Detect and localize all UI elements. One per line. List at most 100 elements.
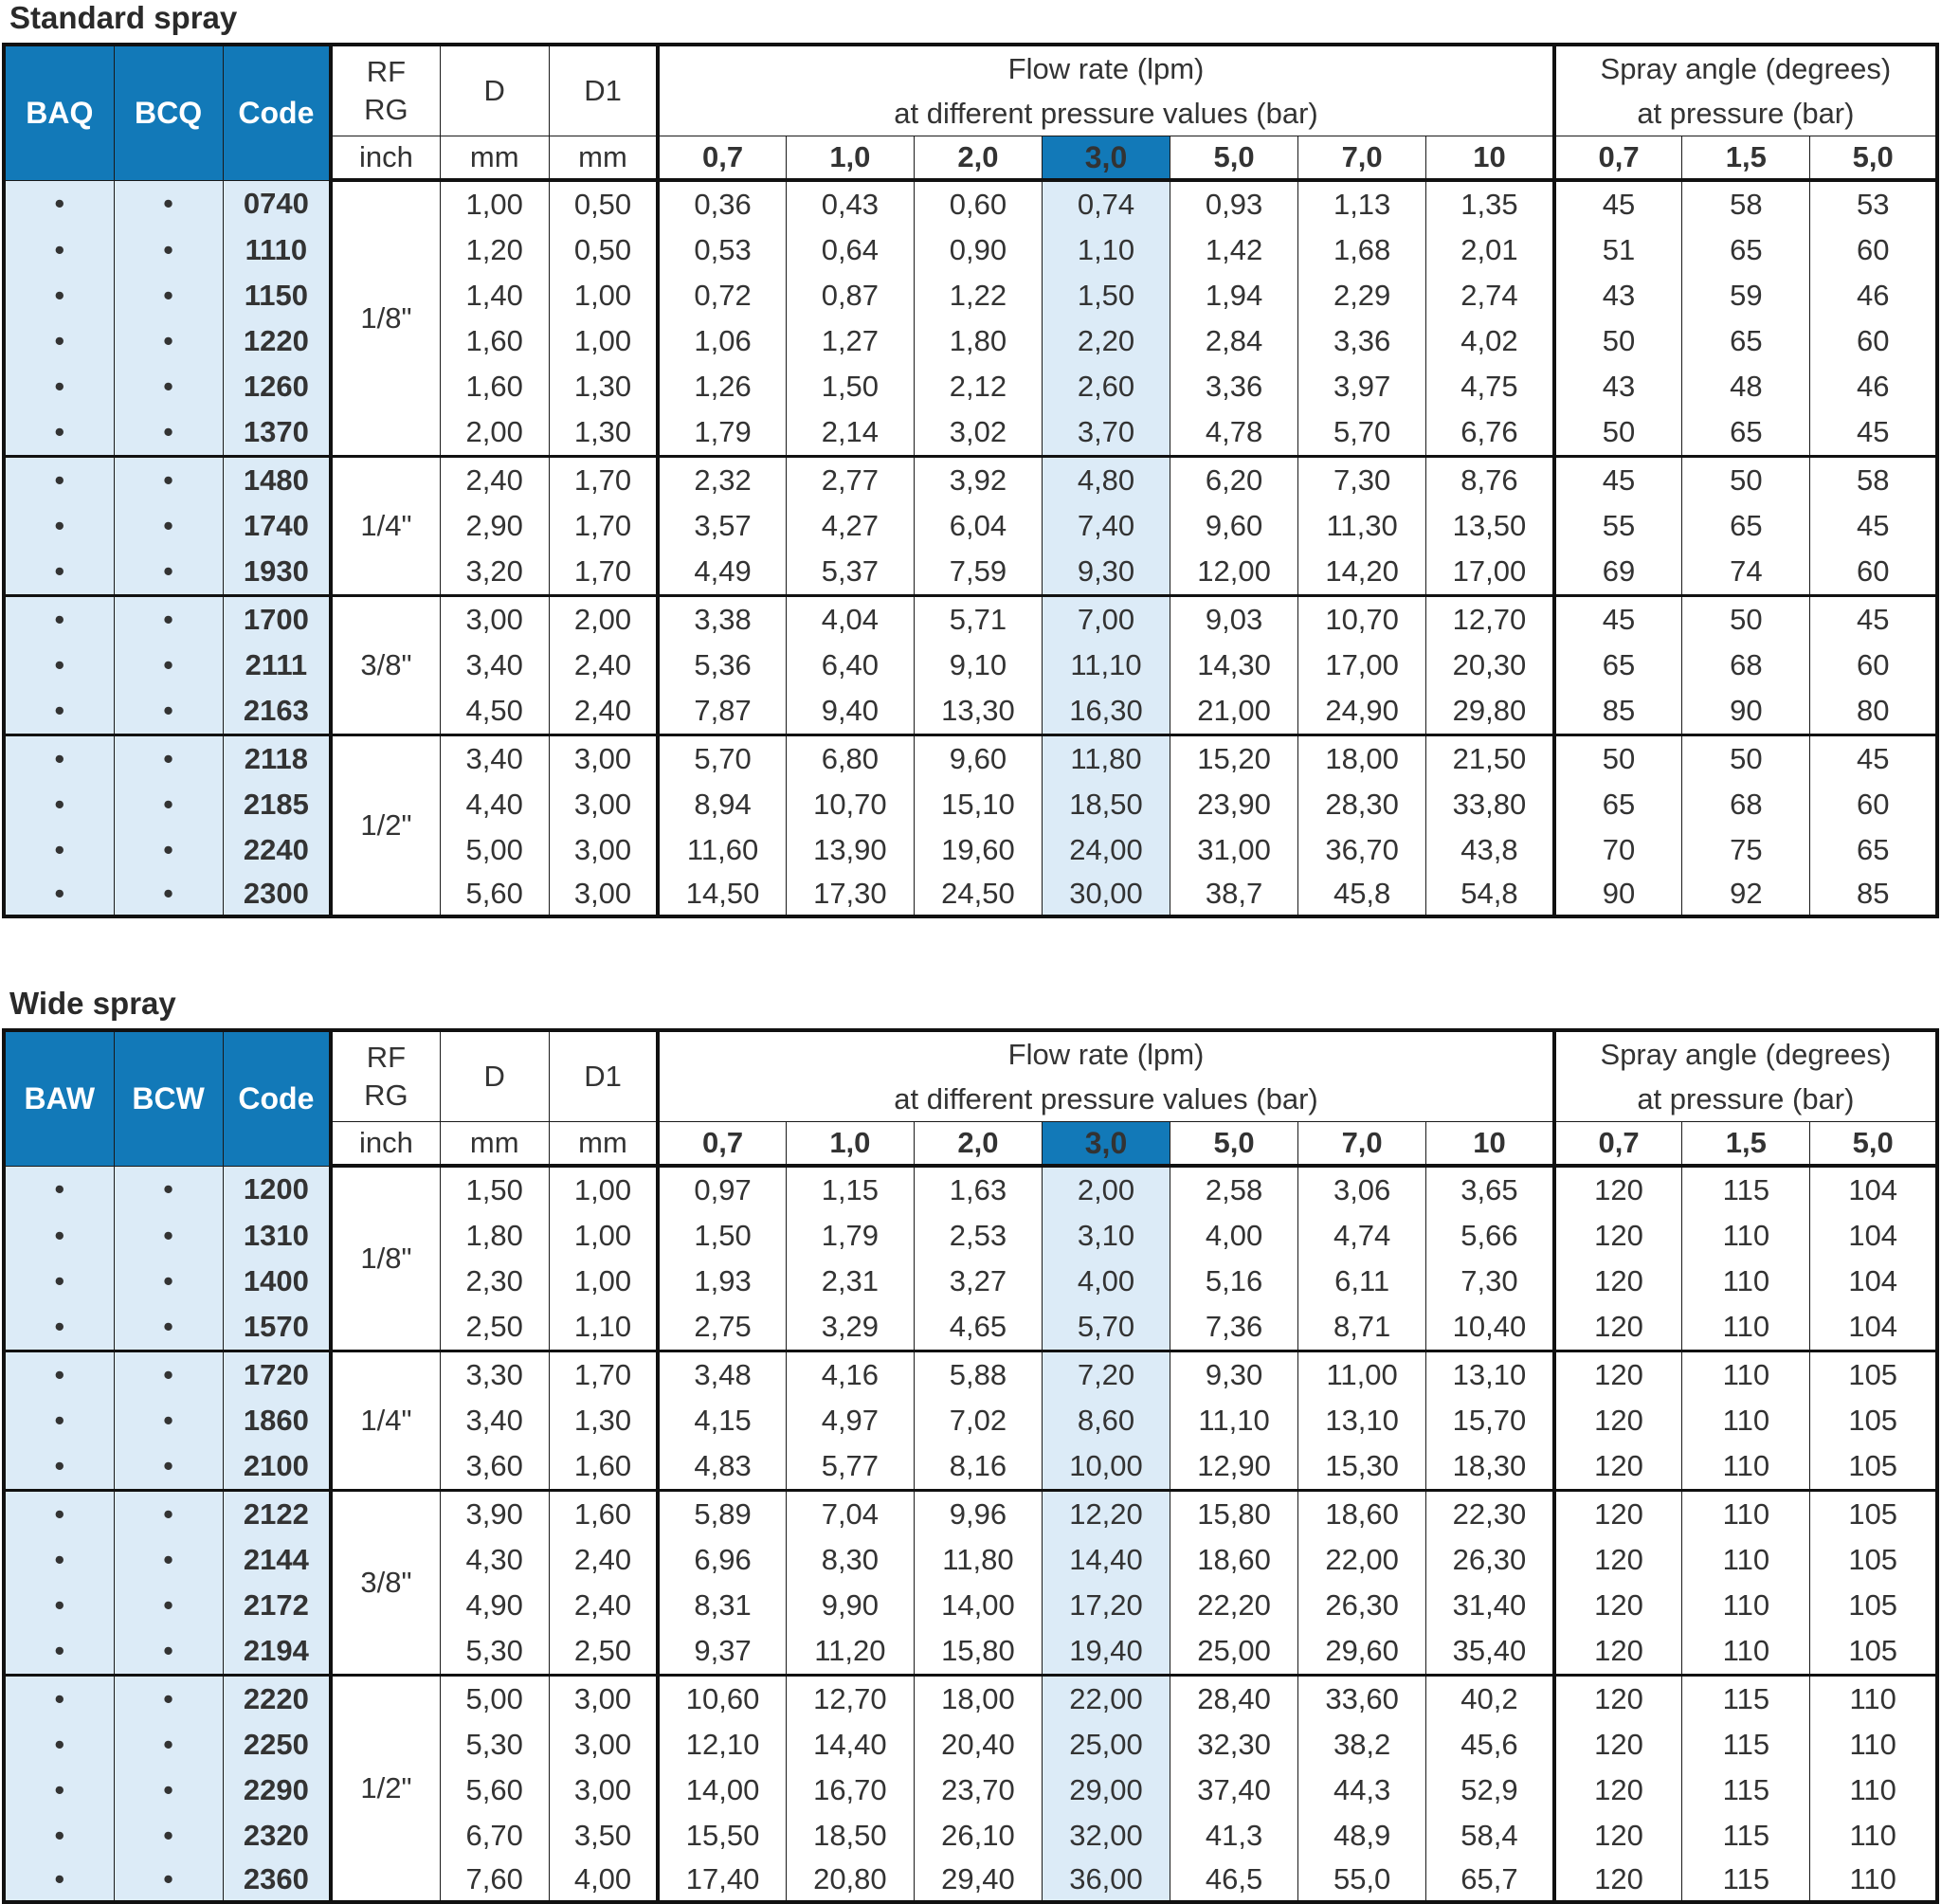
flow-cell: 2,29 bbox=[1297, 273, 1427, 318]
d-cell: 5,60 bbox=[439, 1768, 550, 1813]
angle-cell: 120 bbox=[1553, 1166, 1683, 1213]
code-cell: 2194 bbox=[222, 1628, 334, 1677]
flow-pressure-2: 2,0 bbox=[913, 136, 1043, 182]
angle-cell: 120 bbox=[1553, 1675, 1683, 1722]
flow-cell: 13,10 bbox=[1425, 1351, 1556, 1398]
flow-pressure-2: 2,0 bbox=[913, 1121, 1043, 1168]
flow-cell: 52,9 bbox=[1425, 1768, 1556, 1813]
flow-cell: 7,30 bbox=[1297, 456, 1427, 503]
angle-cell: 50 bbox=[1553, 318, 1683, 364]
table-row: • • 1720 1/4" 3,30 1,70 3,48 4,16 5,88 7,20 9,30 11… bbox=[1, 1351, 1940, 1492]
flow-cell: 20,30 bbox=[1425, 643, 1556, 688]
flow-cell: 22,30 bbox=[1425, 1490, 1556, 1537]
flow-cell: 10,40 bbox=[1425, 1304, 1556, 1352]
variant-b-dot: • bbox=[113, 1768, 224, 1813]
flow-cell: 10,70 bbox=[785, 782, 915, 827]
flow-cell: 28,30 bbox=[1297, 782, 1427, 827]
flow-cell: 11,20 bbox=[785, 1628, 915, 1677]
variant-b-dot: • bbox=[113, 1537, 224, 1583]
flow-cell: 12,90 bbox=[1170, 1443, 1299, 1492]
code-cell: 1720 bbox=[222, 1351, 334, 1398]
flow-cell-highlight: 16,30 bbox=[1041, 688, 1171, 736]
variant-a-dot: • bbox=[1, 734, 115, 782]
flow-cell-highlight: 32,00 bbox=[1041, 1813, 1171, 1859]
flow-cell-highlight: 7,20 bbox=[1041, 1351, 1171, 1398]
variant-a-dot: • bbox=[1, 503, 115, 549]
col-header-code: Code bbox=[222, 43, 334, 181]
flow-pressure-3-highlight: 3,0 bbox=[1041, 1121, 1171, 1168]
table-row: • • 2300 5,60 3,00 14,50 17,30 24,50 30,00 38,7 45… bbox=[1, 873, 1940, 918]
wide-spray-table: BAW BCW Code RF RG D D1 Flow rate (lpm) at… bbox=[1, 1028, 1940, 1904]
angle-cell: 90 bbox=[1553, 873, 1683, 918]
angle-cell: 85 bbox=[1553, 688, 1683, 736]
d-cell: 1,60 bbox=[439, 318, 550, 364]
flow-cell: 12,10 bbox=[657, 1722, 787, 1768]
flow-pressure-4: 5,0 bbox=[1170, 1121, 1299, 1168]
angle-cell: 53 bbox=[1809, 180, 1940, 227]
d1-cell: 3,00 bbox=[548, 1722, 661, 1768]
d-cell: 6,70 bbox=[439, 1813, 550, 1859]
variant-b-dot: • bbox=[113, 409, 224, 458]
d-cell: 1,00 bbox=[439, 180, 550, 227]
flow-cell: 0,53 bbox=[657, 227, 787, 273]
flow-cell: 5,70 bbox=[1297, 409, 1427, 458]
flow-cell: 3,06 bbox=[1297, 1166, 1427, 1213]
angle-cell: 110 bbox=[1681, 1304, 1811, 1352]
d1-cell: 3,00 bbox=[548, 1768, 661, 1813]
angle-cell: 120 bbox=[1553, 1398, 1683, 1443]
flow-cell: 15,10 bbox=[913, 782, 1043, 827]
flow-cell: 1,13 bbox=[1297, 180, 1427, 227]
flow-cell: 15,50 bbox=[657, 1813, 787, 1859]
variant-a-dot: • bbox=[1, 1675, 115, 1722]
angle-cell: 80 bbox=[1809, 688, 1940, 736]
flow-cell: 0,36 bbox=[657, 180, 787, 227]
d1-cell: 3,00 bbox=[548, 827, 661, 873]
variant-b-dot: • bbox=[113, 1166, 224, 1213]
variant-b-dot: • bbox=[113, 1583, 224, 1628]
table-row: • • 2172 4,90 2,40 8,31 9,90 14,00 17,20 22,20 26,… bbox=[1, 1583, 1940, 1628]
thread-size-cell: 1/2" bbox=[330, 734, 441, 918]
variant-a-dot: • bbox=[1, 643, 115, 688]
flow-cell: 23,90 bbox=[1170, 782, 1299, 827]
angle-cell: 110 bbox=[1809, 1859, 1940, 1904]
angle-cell: 65 bbox=[1553, 782, 1683, 827]
thread-size-cell: 1/2" bbox=[330, 1675, 441, 1904]
table-row: • • 2220 1/2" 5,00 3,00 10,60 12,70 18,00 22,00 28… bbox=[1, 1675, 1940, 1904]
variant-b-dot: • bbox=[113, 1259, 224, 1304]
flow-cell: 15,30 bbox=[1297, 1443, 1427, 1492]
flow-cell: 14,40 bbox=[785, 1722, 915, 1768]
flow-cell: 3,48 bbox=[657, 1351, 787, 1398]
flow-cell: 48,9 bbox=[1297, 1813, 1427, 1859]
code-cell: 1200 bbox=[222, 1166, 334, 1213]
flow-cell: 2,14 bbox=[785, 409, 915, 458]
flow-pressure-1: 1,0 bbox=[785, 1121, 915, 1168]
d1-cell: 3,50 bbox=[548, 1813, 661, 1859]
flow-cell: 9,60 bbox=[1170, 503, 1299, 549]
flow-cell-highlight: 25,00 bbox=[1041, 1722, 1171, 1768]
flow-cell: 65,7 bbox=[1425, 1859, 1556, 1904]
flow-cell: 14,00 bbox=[657, 1768, 787, 1813]
table-row: • • 2194 5,30 2,50 9,37 11,20 15,80 19,40 25,00 29… bbox=[1, 1628, 1940, 1677]
variant-b-dot: • bbox=[113, 1813, 224, 1859]
standard-spray-body: • • 0740 1/8" 1,00 0,50 0,36 0,43 0,60 0,74 0,93 1,… bbox=[1, 180, 1940, 918]
flow-cell: 0,90 bbox=[913, 227, 1043, 273]
code-cell: 2360 bbox=[222, 1859, 334, 1904]
d-cell: 5,60 bbox=[439, 873, 550, 918]
col-header-baq: BAQ bbox=[1, 43, 115, 181]
angle-pressure-1: 1,5 bbox=[1681, 136, 1811, 182]
flow-cell: 46,5 bbox=[1170, 1859, 1299, 1904]
flow-cell: 17,30 bbox=[785, 873, 915, 918]
d1-cell: 1,70 bbox=[548, 549, 661, 597]
flow-cell: 10,70 bbox=[1297, 595, 1427, 643]
angle-cell: 45 bbox=[1809, 409, 1940, 458]
code-cell: 2118 bbox=[222, 734, 334, 782]
flow-cell: 1,27 bbox=[785, 318, 915, 364]
flow-cell: 31,00 bbox=[1170, 827, 1299, 873]
rf-label: RF bbox=[366, 55, 407, 88]
flow-cell: 25,00 bbox=[1170, 1628, 1299, 1677]
flow-pressure-6: 10 bbox=[1425, 136, 1556, 182]
flow-cell-highlight: 1,50 bbox=[1041, 273, 1171, 318]
angle-cell: 50 bbox=[1681, 595, 1811, 643]
flow-cell: 2,53 bbox=[913, 1213, 1043, 1259]
flow-cell: 15,80 bbox=[1170, 1490, 1299, 1537]
